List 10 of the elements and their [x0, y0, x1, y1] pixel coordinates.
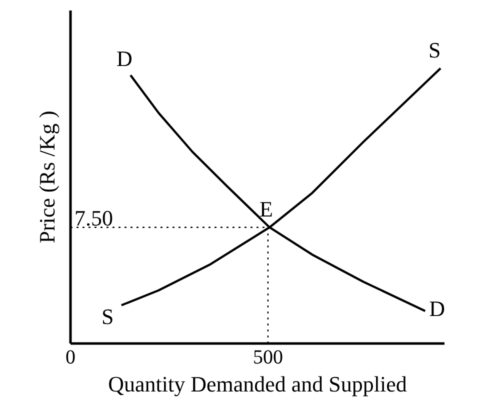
x-tick-label: 0: [66, 346, 76, 368]
annotation: D: [429, 296, 446, 322]
annotation: S: [428, 37, 441, 62]
y-axis-title: Price (Rs /Kg ): [34, 110, 60, 244]
annotation: D: [116, 46, 132, 72]
annotation: S: [101, 304, 114, 330]
x-axis-title: Quantity Demanded and Supplied: [108, 372, 407, 396]
x-tick-label: 500: [252, 346, 283, 368]
annotation: E: [260, 196, 273, 222]
annotation: 7.50: [74, 205, 113, 230]
